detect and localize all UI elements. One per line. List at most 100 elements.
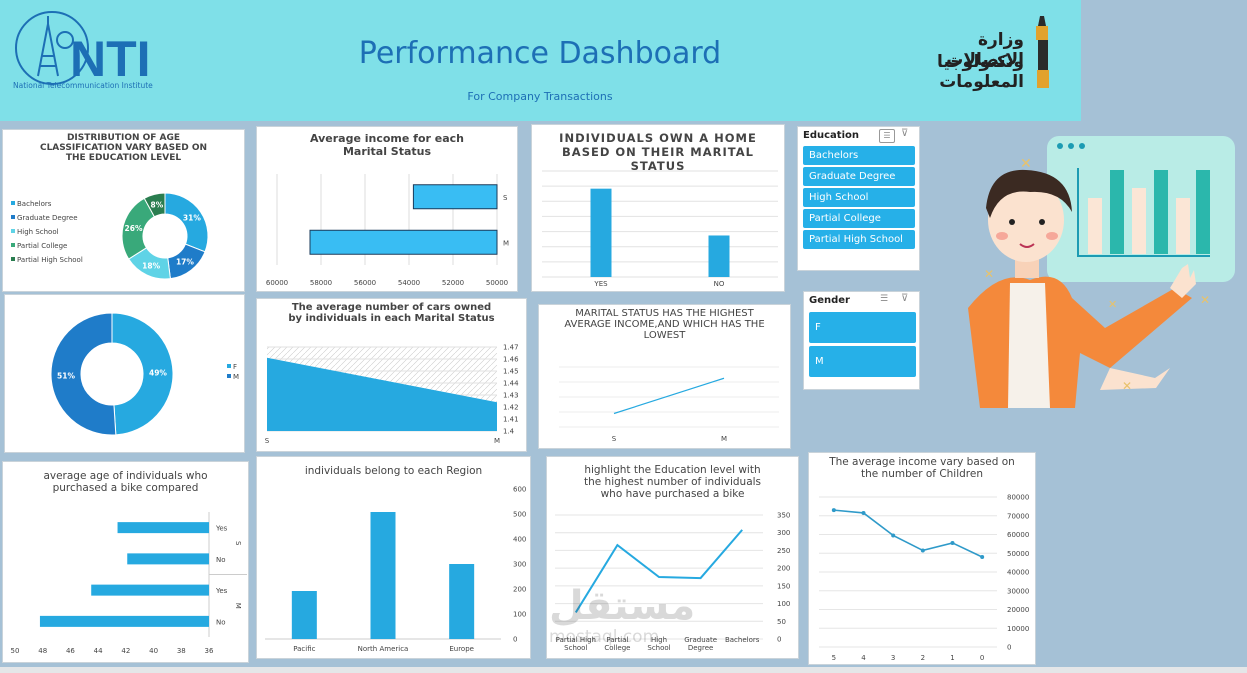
clear-filter-icon[interactable]: ⊽ bbox=[901, 293, 909, 304]
data-point bbox=[891, 533, 896, 538]
legend-label: High School bbox=[17, 228, 59, 236]
tick-label: 0 bbox=[513, 636, 517, 644]
tick-label: 0 bbox=[777, 636, 781, 644]
slicer-item-partial-high-school[interactable]: Partial High School bbox=[803, 230, 915, 249]
tick-label: 200 bbox=[777, 565, 790, 573]
category-label: YES bbox=[593, 280, 608, 288]
bar bbox=[39, 615, 209, 627]
multi-select-icon[interactable]: ☰ bbox=[879, 129, 895, 143]
svg-text:✕: ✕ bbox=[1020, 156, 1032, 172]
bike-age-card: average age of individuals who purchased… bbox=[2, 461, 249, 663]
data-label: 17% bbox=[176, 258, 194, 267]
donut-slice bbox=[50, 312, 117, 436]
line-series bbox=[833, 509, 983, 558]
region-bar-chart: 600 500 400 300 200 100 0 Pacific North America E… bbox=[265, 486, 526, 653]
avg-cars-area-chart: 1.47 1.46 1.45 1.44 1.43 1.42 1.41 1.4 S M bbox=[265, 344, 519, 446]
chart-title: INDIVIDUALS OWN A HOME BASED ON THEIR MA… bbox=[559, 131, 757, 173]
category-label: No bbox=[216, 618, 226, 626]
tick-label: 100 bbox=[513, 611, 526, 619]
category-label: 4 bbox=[861, 654, 866, 662]
tick-label: 36 bbox=[205, 647, 214, 655]
slicer-item-f[interactable]: F bbox=[809, 312, 916, 343]
chart-title: highlight the Education level with the h… bbox=[583, 464, 762, 500]
tick-label: 100 bbox=[777, 600, 790, 608]
category-label: M bbox=[494, 437, 500, 445]
tick-label: 40000 bbox=[1007, 569, 1029, 577]
slicer-item-partial-college[interactable]: Partial College bbox=[803, 209, 915, 228]
chart-title: individuals belong to each Region bbox=[304, 465, 483, 477]
nti-logo: NTI bbox=[8, 4, 168, 94]
bar bbox=[291, 591, 317, 639]
tick-label: 400 bbox=[513, 536, 526, 544]
category-label: NO bbox=[714, 280, 725, 288]
svg-text:✕: ✕ bbox=[1122, 379, 1132, 393]
tick-label: 52000 bbox=[442, 279, 464, 287]
tick-label: 50 bbox=[777, 618, 786, 626]
bar bbox=[309, 229, 498, 255]
legend-swatch bbox=[11, 229, 15, 233]
ministry-logo-line-1: وزارة الاتصالات bbox=[946, 30, 1024, 70]
header-banner: NTI National Telecommunication Institute… bbox=[0, 0, 1081, 121]
legend-label: M bbox=[233, 373, 239, 381]
clear-filter-icon[interactable]: ⊽ bbox=[901, 128, 909, 139]
hair bbox=[986, 169, 1072, 218]
tick-label: 150 bbox=[777, 582, 790, 590]
page-subtitle: For Company Transactions bbox=[467, 90, 613, 103]
data-point bbox=[831, 508, 836, 513]
tick-label: 300 bbox=[513, 561, 526, 569]
nti-logo-graphic: NTI bbox=[15, 11, 151, 87]
tick-label: 10000 bbox=[1007, 625, 1029, 633]
category-label: Pacific bbox=[293, 645, 315, 653]
watermark-url: mostaql.com bbox=[549, 627, 660, 647]
category-label: S bbox=[612, 435, 617, 443]
page-title: Performance Dashboard bbox=[358, 36, 722, 71]
gender-donut-chart: 49% 51% FM bbox=[50, 312, 239, 436]
tick-label: 1.47 bbox=[503, 344, 519, 352]
bar bbox=[449, 564, 475, 639]
category-label: 1 bbox=[950, 654, 954, 662]
tick-label: 54000 bbox=[398, 279, 420, 287]
category-label: 0 bbox=[980, 654, 984, 662]
face bbox=[988, 178, 1064, 262]
category-label: Graduate bbox=[684, 636, 717, 644]
legend-swatch bbox=[11, 201, 15, 205]
multi-select-icon[interactable]: ☰ bbox=[880, 294, 889, 304]
presenter-illustration: ✕ ✕ ✕ ✕ ✕ bbox=[968, 136, 1235, 408]
orange-shirt bbox=[968, 276, 1192, 408]
data-label: 18% bbox=[142, 261, 160, 270]
chart-title: MARITAL STATUS HAS THE HIGHEST AVERAGE I… bbox=[564, 308, 765, 341]
line-series bbox=[613, 377, 725, 415]
education-donut-card: DISTRIBUTION OF AGE CLASSIFICATION VARY … bbox=[2, 129, 245, 292]
category-label-line2: School bbox=[647, 644, 670, 652]
chart-title: The average income vary based on the num… bbox=[829, 456, 1015, 480]
tick-label: 48 bbox=[38, 647, 47, 655]
watermark: مستقل mostaql.com bbox=[549, 585, 695, 647]
gender-slicer: Gender ☰ ⊽ F M bbox=[803, 291, 920, 390]
tick-label: 1.45 bbox=[503, 368, 519, 376]
region-card: individuals belong to each Region 600 500… bbox=[256, 456, 531, 659]
tick-label: 50 bbox=[11, 647, 20, 655]
group-label: S bbox=[234, 541, 242, 546]
category-label: No bbox=[216, 556, 226, 564]
tick-label: 200 bbox=[513, 586, 526, 594]
tick-label: 50000 bbox=[1007, 550, 1029, 558]
bar bbox=[91, 584, 209, 596]
tick-label: 1.46 bbox=[503, 356, 519, 364]
legend-swatch bbox=[11, 243, 15, 247]
category-label: High bbox=[651, 636, 667, 644]
avg-income-bar-chart: 60000 58000 56000 54000 52000 50000 S M bbox=[266, 174, 509, 287]
tick-label: 350 bbox=[777, 512, 790, 520]
slicer-item-bachelors[interactable]: Bachelors bbox=[803, 146, 915, 165]
slicer-title: Gender bbox=[809, 295, 850, 306]
ministry-logo: وزارة الاتصالات وتكنولوجيا المعلومات bbox=[900, 14, 1060, 94]
slicer-item-m[interactable]: M bbox=[809, 346, 916, 377]
tick-label: 44 bbox=[94, 647, 103, 655]
chart-title: DISTRIBUTION OF AGE CLASSIFICATION VARY … bbox=[39, 133, 208, 163]
ministry-logo-line-2: وتكنولوجيا المعلومات bbox=[936, 52, 1024, 92]
tick-label: 30000 bbox=[1007, 587, 1029, 595]
slicer-item-graduate-degree[interactable]: Graduate Degree bbox=[803, 167, 915, 186]
bottom-strip bbox=[0, 667, 1247, 673]
slicer-item-high-school[interactable]: High School bbox=[803, 188, 915, 207]
category-label: Yes bbox=[215, 525, 228, 533]
tick-label: 56000 bbox=[354, 279, 376, 287]
